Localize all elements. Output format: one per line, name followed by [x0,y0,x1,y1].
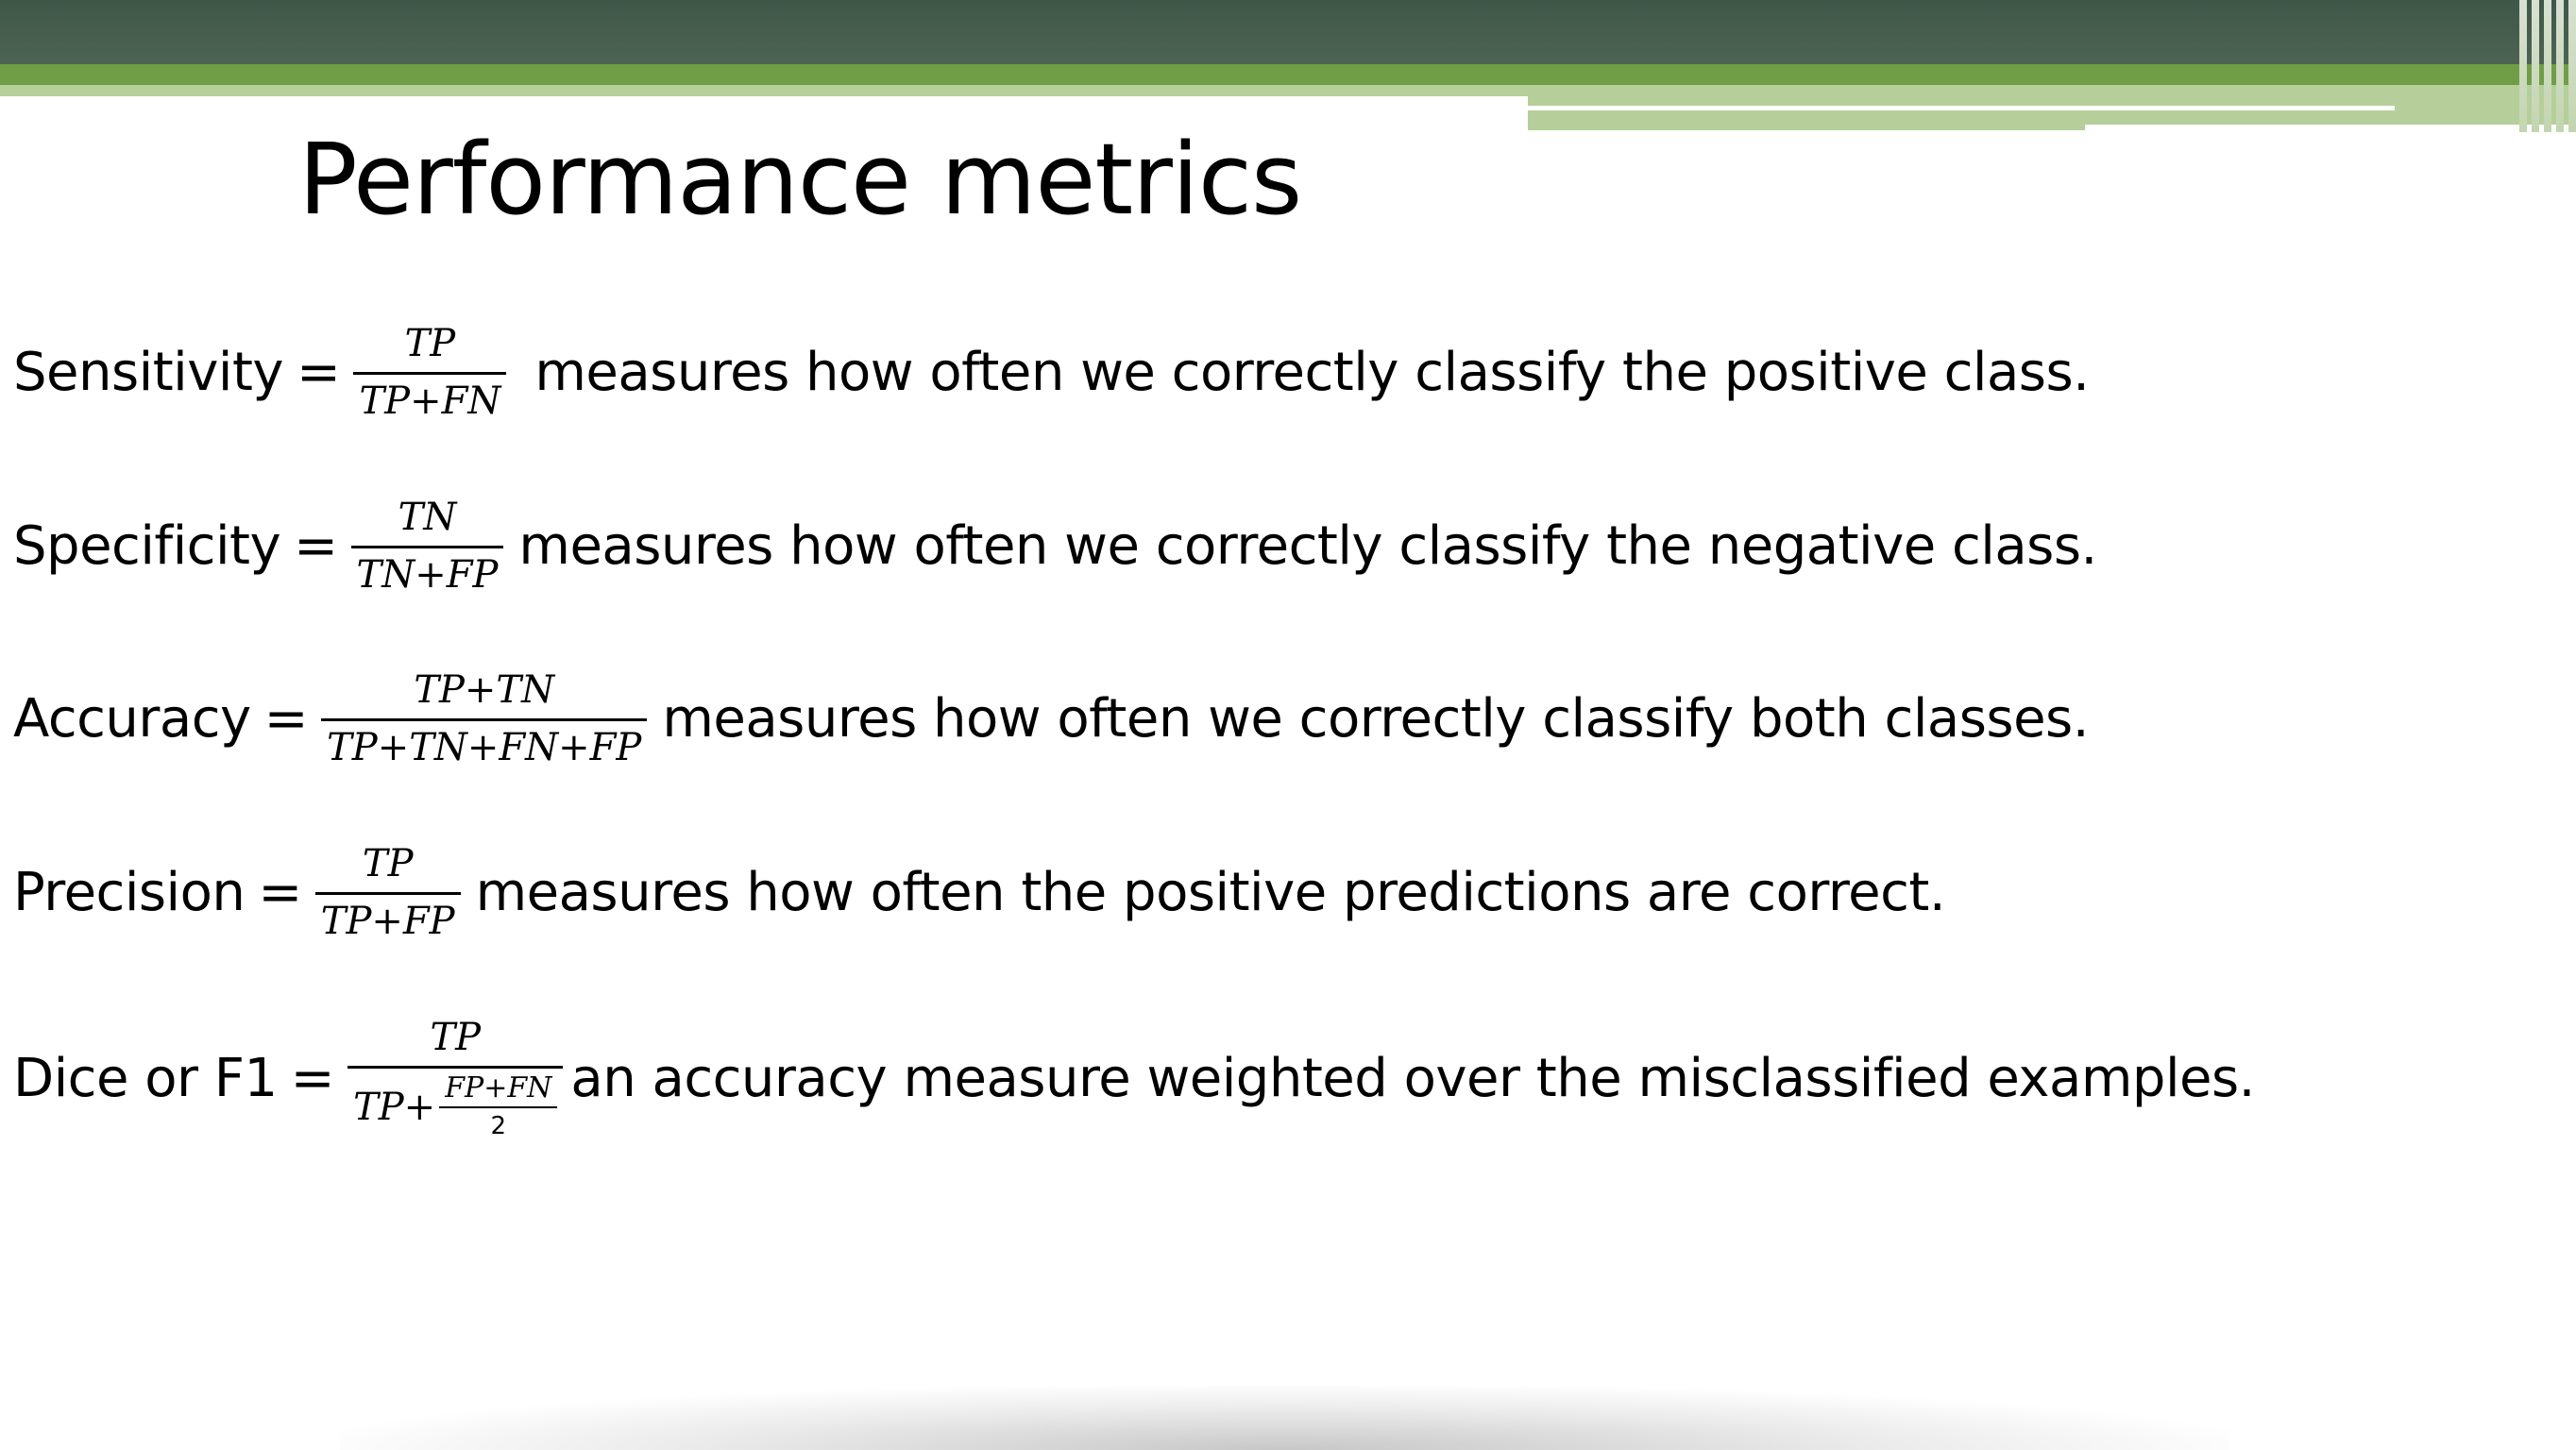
nested-numerator: FP+FN [445,1071,552,1104]
header-accent-line [1528,106,2395,110]
fraction-formula: TP TP+FP [314,841,461,944]
slide-title: Performance metrics [298,122,1302,237]
header-band-green [0,64,2576,87]
fraction-numerator: TN [398,496,457,539]
fraction-bar [347,1066,564,1069]
equals-sign: = [258,862,302,923]
header-band-dark [0,0,2576,66]
metric-description: an accuracy measure weighted over the mi… [570,1048,2255,1109]
metric-precision: Precision = TP TP+FP measures how often … [13,841,1946,944]
metric-description: measures how often we correctly classify… [534,342,2090,403]
metric-label: Accuracy [13,688,251,750]
metric-sensitivity: Sensitivity = TP TP+FN measures how ofte… [13,321,2090,424]
equals-sign: = [263,688,309,750]
header-band-light-left [0,85,1528,96]
metric-description: measures how often we correctly classify… [518,515,2097,577]
metric-label: Dice or F1 [13,1048,278,1109]
fraction-formula: TN TN+FP [350,495,504,598]
fraction-bar [321,718,648,721]
nested-denominator: 2 [490,1112,507,1140]
header-stripe [2532,0,2539,132]
header-stripe [2519,0,2527,132]
fraction-formula: TP TP+ FP+FN 2 [347,1015,564,1142]
fraction-numerator: TP [362,842,414,885]
fraction-denominator: TN+FP [356,553,499,597]
denominator-prefix: TP+ [353,1086,436,1129]
metric-label: Specificity [13,515,281,577]
equals-sign: = [290,1048,335,1109]
fraction-formula: TP TP+FN [353,321,507,424]
fraction-denominator: TP+ FP+FN 2 [347,1069,563,1142]
metric-label: Sensitivity [13,342,284,403]
fraction-denominator: TP+TN+FN+FP [327,726,642,769]
fraction-bar [350,546,504,548]
metric-accuracy: Accuracy = TP+TN TP+TN+FN+FP measures ho… [13,667,2089,770]
header-accent-gap [2085,125,2576,132]
fraction-bar [353,372,507,375]
bottom-shadow [340,1386,2229,1450]
metric-description: measures how often the positive predicti… [475,862,1946,923]
header-stripe [2556,0,2564,132]
metric-label: Precision [13,862,246,923]
fraction-denominator: TP+FN [359,379,501,423]
metric-specificity: Specificity = TN TN+FP measures how ofte… [13,495,2097,598]
fraction-bar [314,892,461,895]
metric-description: measures how often we correctly classify… [662,688,2089,750]
header-stripes [2500,0,2576,132]
fraction-numerator: TP [430,1016,482,1059]
nested-fraction-bar [439,1106,558,1108]
equals-sign: = [294,515,338,577]
nested-fraction: FP+FN 2 [439,1071,558,1142]
fraction-numerator: TP [404,322,456,365]
metric-dice-f1: Dice or F1 = TP TP+ FP+FN 2 an accuracy … [13,1015,2255,1142]
header-stripe [2544,0,2551,132]
fraction-numerator: TP+TN [414,668,555,712]
fraction-formula: TP+TN TP+TN+FN+FP [321,667,648,770]
header-stripe [2568,0,2576,132]
fraction-denominator: TP+FP [320,900,455,943]
equals-sign: = [297,342,341,403]
